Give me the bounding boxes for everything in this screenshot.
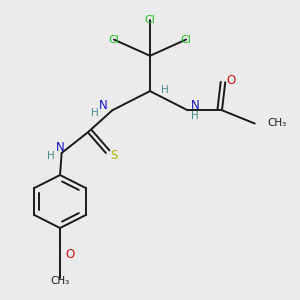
Text: CH₃: CH₃ <box>50 276 70 286</box>
Text: H: H <box>47 151 55 161</box>
Text: N: N <box>190 99 199 112</box>
Text: Cl: Cl <box>109 34 119 45</box>
Text: N: N <box>56 141 64 154</box>
Text: Cl: Cl <box>145 15 155 26</box>
Text: O: O <box>226 74 236 87</box>
Text: S: S <box>110 149 118 162</box>
Text: O: O <box>65 248 74 261</box>
Text: H: H <box>161 85 169 94</box>
Text: H: H <box>191 110 199 121</box>
Text: H: H <box>91 108 98 118</box>
Text: Cl: Cl <box>181 34 191 45</box>
Text: N: N <box>99 99 108 112</box>
Text: CH₃: CH₃ <box>267 118 286 128</box>
